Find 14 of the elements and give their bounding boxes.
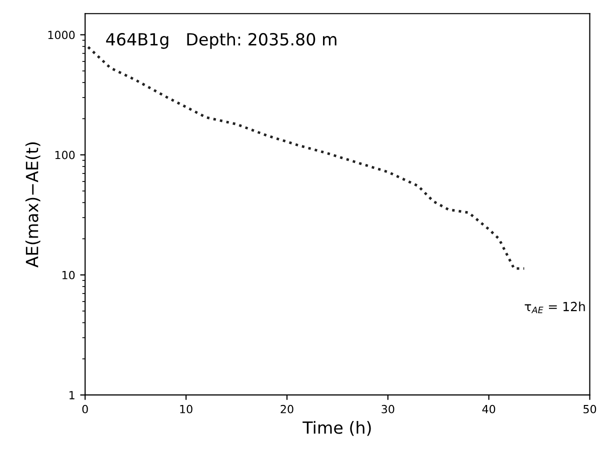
y-tick-label: 100 [55, 150, 75, 160]
x-tick-label: 20 [280, 404, 294, 414]
x-tick-label: 40 [482, 404, 496, 414]
x-tick-label: 10 [180, 404, 192, 414]
annotation: 464B1g Depth: 2035.80 m [106, 32, 336, 49]
y-tick-label: 1000 [48, 30, 75, 40]
x-tick-label: 30 [382, 404, 394, 414]
y-tick-label: 10 [62, 270, 75, 280]
x-tick-label: 50 [584, 404, 596, 414]
x-axis-title: Time (h) [302, 421, 371, 436]
y-tick-label: 1 [70, 391, 74, 400]
annotation: τ$_{AE}$ = 12h [524, 302, 585, 314]
y-axis-title: AE(max)−AE(t) [25, 142, 40, 268]
x-tick-label: 0 [82, 404, 88, 414]
